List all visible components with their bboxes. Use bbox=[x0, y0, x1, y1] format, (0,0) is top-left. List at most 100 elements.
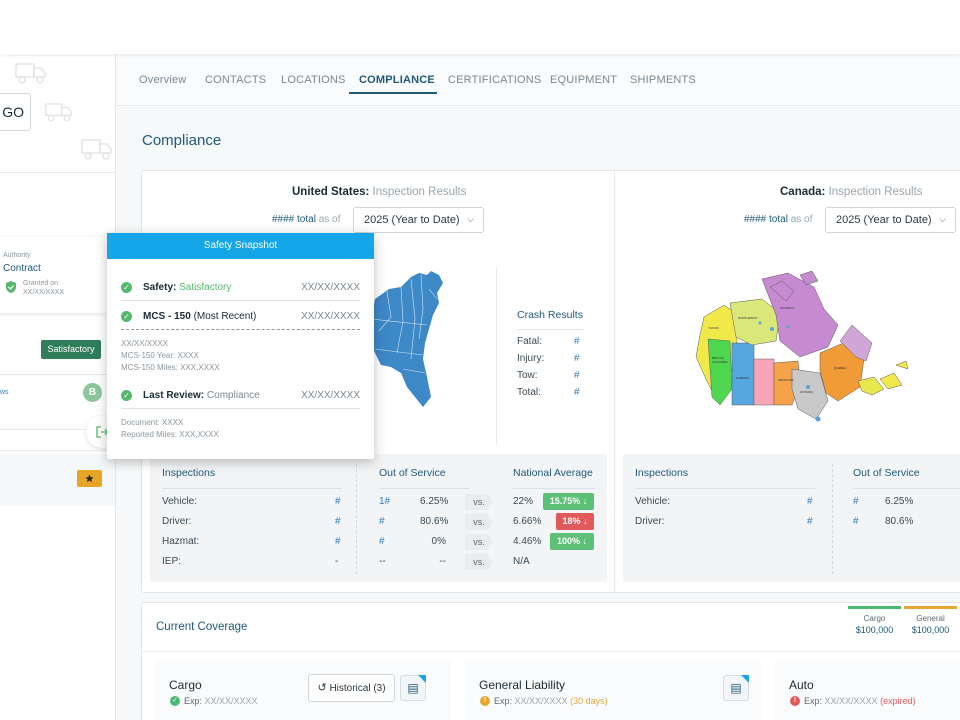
tab-locations[interactable]: LOCATIONS bbox=[281, 74, 346, 86]
exp-note: (expired) bbox=[880, 696, 916, 706]
check-circle-icon: ✓ bbox=[121, 311, 132, 322]
us-title-rest: Inspection Results bbox=[372, 186, 467, 198]
coverage-general: General Liability ! Exp: XX/XX/XXXX (30 … bbox=[465, 661, 761, 720]
granted-label: Granted on bbox=[23, 280, 59, 287]
historical-button[interactable]: ↺ Historical (3) bbox=[308, 674, 395, 702]
left-panel: GO Authority Contract Granted on XX/XX/X… bbox=[0, 54, 116, 720]
authority-value: Contract bbox=[3, 263, 41, 274]
us-row-count: # bbox=[335, 496, 341, 507]
page-title: Compliance bbox=[142, 132, 222, 149]
ca-row-oos-pct: 6.25% bbox=[885, 496, 914, 507]
ca-row-oos: # bbox=[853, 516, 859, 527]
chevron-down-icon: ⌵ bbox=[939, 214, 946, 224]
legend-amount: $100,000 bbox=[911, 625, 950, 635]
us-row-badge-value: 100% bbox=[556, 536, 580, 546]
safety-label: Safety: bbox=[143, 282, 177, 293]
tab-contacts[interactable]: CONTACTS bbox=[205, 74, 267, 86]
safety-snapshot-header: Safety Snapshot bbox=[107, 233, 374, 259]
safety-snapshot-popup: Safety Snapshot ✓ Safety: Satisfactory X… bbox=[107, 233, 374, 459]
coverage-general-exp: Exp: XX/XX/XXXX (30 days) bbox=[494, 696, 608, 706]
svg-text:QUEBEC: QUEBEC bbox=[834, 366, 848, 370]
coverage-auto-exp: Exp: XX/XX/XXXX (expired) bbox=[804, 696, 916, 706]
legend-bar bbox=[904, 606, 957, 609]
tab-equipment[interactable]: EQUIPMENT bbox=[550, 74, 618, 86]
mcs-label: MCS - 150 bbox=[143, 311, 191, 322]
link-fragment[interactable]: ws bbox=[0, 389, 9, 396]
tab-shipments[interactable]: SHIPMENTS bbox=[630, 74, 696, 86]
us-row-label: Driver: bbox=[162, 516, 192, 527]
legend-cargo: Cargo $100,000 bbox=[848, 606, 901, 635]
ca-col-divider bbox=[832, 464, 833, 574]
star-badge[interactable] bbox=[77, 470, 102, 487]
top-bar bbox=[0, 0, 960, 54]
status-tag-label: Satisfactory bbox=[47, 344, 95, 354]
ca-inspections-rule bbox=[635, 488, 815, 489]
ca-row-count: # bbox=[807, 496, 813, 507]
mcs-row: MCS - 150 (Most Recent) bbox=[143, 311, 256, 322]
crash-injury-value: # bbox=[574, 353, 580, 364]
us-row-oos: -- bbox=[379, 556, 386, 567]
corner-flag bbox=[418, 675, 426, 683]
us-map-divider bbox=[496, 267, 497, 445]
go-button[interactable]: GO bbox=[0, 93, 31, 131]
exp-date: XX/XX/XXXX bbox=[824, 696, 878, 706]
legend-bar bbox=[848, 606, 901, 609]
review-value: Compliance bbox=[206, 390, 260, 401]
svg-text:ALBERTA: ALBERTA bbox=[736, 376, 749, 380]
warning-circle-icon: ! bbox=[480, 696, 490, 706]
svg-text:ONTARIO: ONTARIO bbox=[800, 390, 814, 394]
current-coverage-card: Current Coverage Cargo $100,000 General … bbox=[141, 602, 960, 720]
divider bbox=[0, 450, 115, 451]
exp-label: Exp: bbox=[804, 696, 823, 706]
certificate-button[interactable]: ▤ bbox=[400, 675, 426, 701]
svg-text:YUKON: YUKON bbox=[708, 326, 719, 330]
us-row-oos-pct: 80.6% bbox=[420, 516, 449, 527]
review-detail: Document: XXXX bbox=[121, 418, 184, 427]
review-detail: Reported Miles: XXX,XXXX bbox=[121, 430, 219, 439]
tab-certifications[interactable]: CERTIFICATIONS bbox=[448, 74, 542, 86]
coverage-general-title: General Liability bbox=[479, 678, 566, 692]
mcs-detail: MCS-150 Miles: XXX,XXXX bbox=[121, 363, 220, 372]
us-period-select[interactable]: 2025 (Year to Date) ⌵ bbox=[353, 207, 484, 233]
ca-total-value: #### bbox=[744, 214, 767, 225]
certificate-button[interactable]: ▤ bbox=[723, 675, 749, 701]
vs-marker: vs. bbox=[465, 514, 493, 530]
tab-overview[interactable]: Overview bbox=[139, 74, 187, 86]
coverage-cargo-title: Cargo bbox=[169, 678, 202, 692]
historical-label: Historical (3) bbox=[329, 683, 386, 694]
us-row-oos-pct: 6.25% bbox=[420, 496, 449, 507]
us-row-label: IEP: bbox=[162, 556, 181, 567]
history-icon: ↺ bbox=[317, 682, 327, 694]
divider bbox=[121, 408, 360, 409]
safety-date: XX/XX/XXXX bbox=[301, 282, 360, 293]
ca-total-word: total bbox=[769, 214, 788, 225]
ca-period-select[interactable]: 2025 (Year to Date) ⌵ bbox=[825, 207, 956, 233]
us-oos-header: Out of Service bbox=[379, 467, 446, 479]
error-circle-icon: ! bbox=[790, 696, 800, 706]
safety-snapshot-title: Safety Snapshot bbox=[203, 240, 278, 251]
ca-title: Canada: Inspection Results bbox=[780, 186, 923, 198]
exp-date: XX/XX/XXXX bbox=[204, 696, 258, 706]
mcs-detail: XX/XX/XXXX bbox=[121, 339, 169, 348]
ca-stats-panel: Inspections Out of Service Vehicle: # # … bbox=[623, 454, 960, 582]
check-circle-icon: ✓ bbox=[170, 696, 180, 706]
us-row-avg: 22% bbox=[513, 496, 534, 507]
country-divider bbox=[614, 171, 615, 594]
exp-label: Exp: bbox=[184, 696, 203, 706]
certificate-icon: ▤ bbox=[407, 681, 419, 695]
us-oos-rule bbox=[379, 488, 469, 489]
us-row-oos: # bbox=[379, 536, 385, 547]
us-row-badge: 18% ↓ bbox=[556, 513, 594, 530]
us-as-of: as of bbox=[318, 214, 341, 225]
us-row-badge-value: 18% bbox=[562, 516, 581, 526]
coverage-cargo-exp: Exp: XX/XX/XXXX bbox=[184, 696, 258, 706]
crash-results-rule bbox=[517, 329, 583, 330]
legend-general: General $100,000 bbox=[904, 606, 957, 635]
tab-compliance[interactable]: COMPLIANCE bbox=[359, 74, 435, 86]
us-national-header: National Average bbox=[513, 467, 593, 479]
divider bbox=[0, 172, 115, 173]
svg-text:MANITOBA: MANITOBA bbox=[778, 378, 794, 382]
us-row-label: Vehicle: bbox=[162, 496, 198, 507]
tab-bar: Overview CONTACTS LOCATIONS COMPLIANCE C… bbox=[116, 54, 960, 106]
svg-text:BRITISH: BRITISH bbox=[712, 356, 724, 360]
